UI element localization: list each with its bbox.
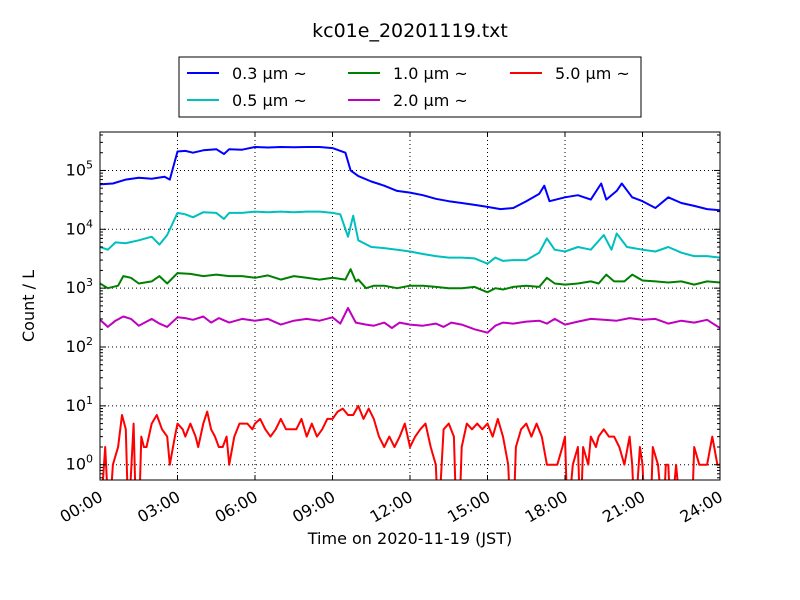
y-tick-label: 103 (66, 276, 93, 297)
y-tick-label: 100 (66, 453, 93, 474)
y-tick-label: 102 (66, 335, 93, 356)
x-tick-label: 06:00 (212, 487, 261, 527)
series-line-4 (100, 307, 720, 334)
legend-label: 2.0 μm ~ (393, 91, 468, 110)
legend-label: 1.0 μm ~ (393, 64, 468, 83)
ticks: 00:00 03:00 06:00 09:00 12:00 15:00 18:00 21:00… (57, 132, 726, 527)
y-tick-label: 104 (66, 217, 93, 238)
y-tick-label: 105 (66, 158, 93, 179)
x-tick-label: 12:00 (367, 487, 416, 527)
x-tick-label: 09:00 (289, 487, 338, 527)
series-layer (100, 146, 720, 480)
x-tick-label: 24:00 (677, 487, 726, 527)
grid (100, 132, 720, 480)
series-line-2 (100, 210, 720, 265)
x-tick-label: 18:00 (522, 487, 571, 527)
x-tick-label: 15:00 (444, 487, 493, 527)
x-tick-label: 03:00 (134, 487, 183, 527)
x-tick-label: 00:00 (57, 487, 106, 527)
legend-label: 0.3 μm ~ (232, 64, 307, 83)
series-line-5 (101, 404, 720, 480)
series-line-3 (100, 268, 720, 294)
legend: 0.3 μm ~ 0.5 μm ~ 1.0 μm ~ 2.0 μm ~ 5.0 μm ~ (178, 56, 642, 118)
legend-frame (178, 56, 642, 118)
series-line-1 (100, 146, 720, 212)
legend-label: 5.0 μm ~ (555, 64, 630, 83)
y-tick-label: 101 (66, 394, 93, 415)
chart-title: kc01e_20201119.txt (312, 20, 508, 42)
x-tick-label: 21:00 (599, 487, 648, 527)
y-axis-label: Count / L (19, 270, 38, 342)
x-axis-label: Time on 2020-11-19 (JST) (307, 529, 512, 548)
legend-label: 0.5 μm ~ (232, 91, 307, 110)
